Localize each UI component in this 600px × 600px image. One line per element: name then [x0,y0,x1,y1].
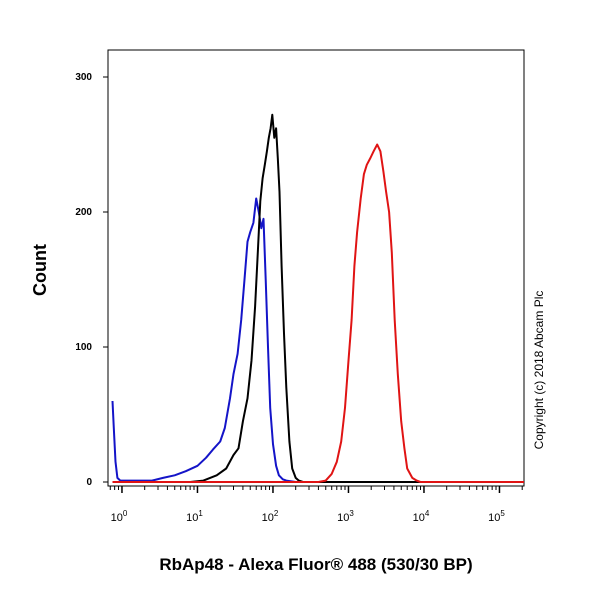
y-axis: 0 100 200 300 [75,72,108,488]
x-tick-label: 104 [413,509,430,524]
x-tick-label: 102 [262,509,279,524]
y-axis-title: Count [30,244,50,296]
series-line-0 [111,197,524,483]
plot-frame [107,49,525,487]
x-axis: 100 101 102 103 104 105 [109,486,523,524]
y-tick-label: 0 [86,477,92,488]
y-tick-label: 200 [75,207,92,218]
x-tick-label: 100 [111,509,128,524]
x-tick-label: 105 [488,509,505,524]
y-tick-label: 100 [75,342,92,353]
series-line-1 [112,113,524,483]
series-line-2 [112,143,524,483]
copyright-annotation: Copyright (c) 2018 Abcam Plc [532,291,546,450]
x-axis-title: RbAp48 - Alexa Fluor® 488 (530/30 BP) [159,555,472,574]
x-tick-label: 103 [337,509,354,524]
x-tick-label: 101 [186,509,203,524]
y-tick-label: 300 [75,72,92,83]
plot-area [107,49,525,487]
series-layer [111,113,524,483]
